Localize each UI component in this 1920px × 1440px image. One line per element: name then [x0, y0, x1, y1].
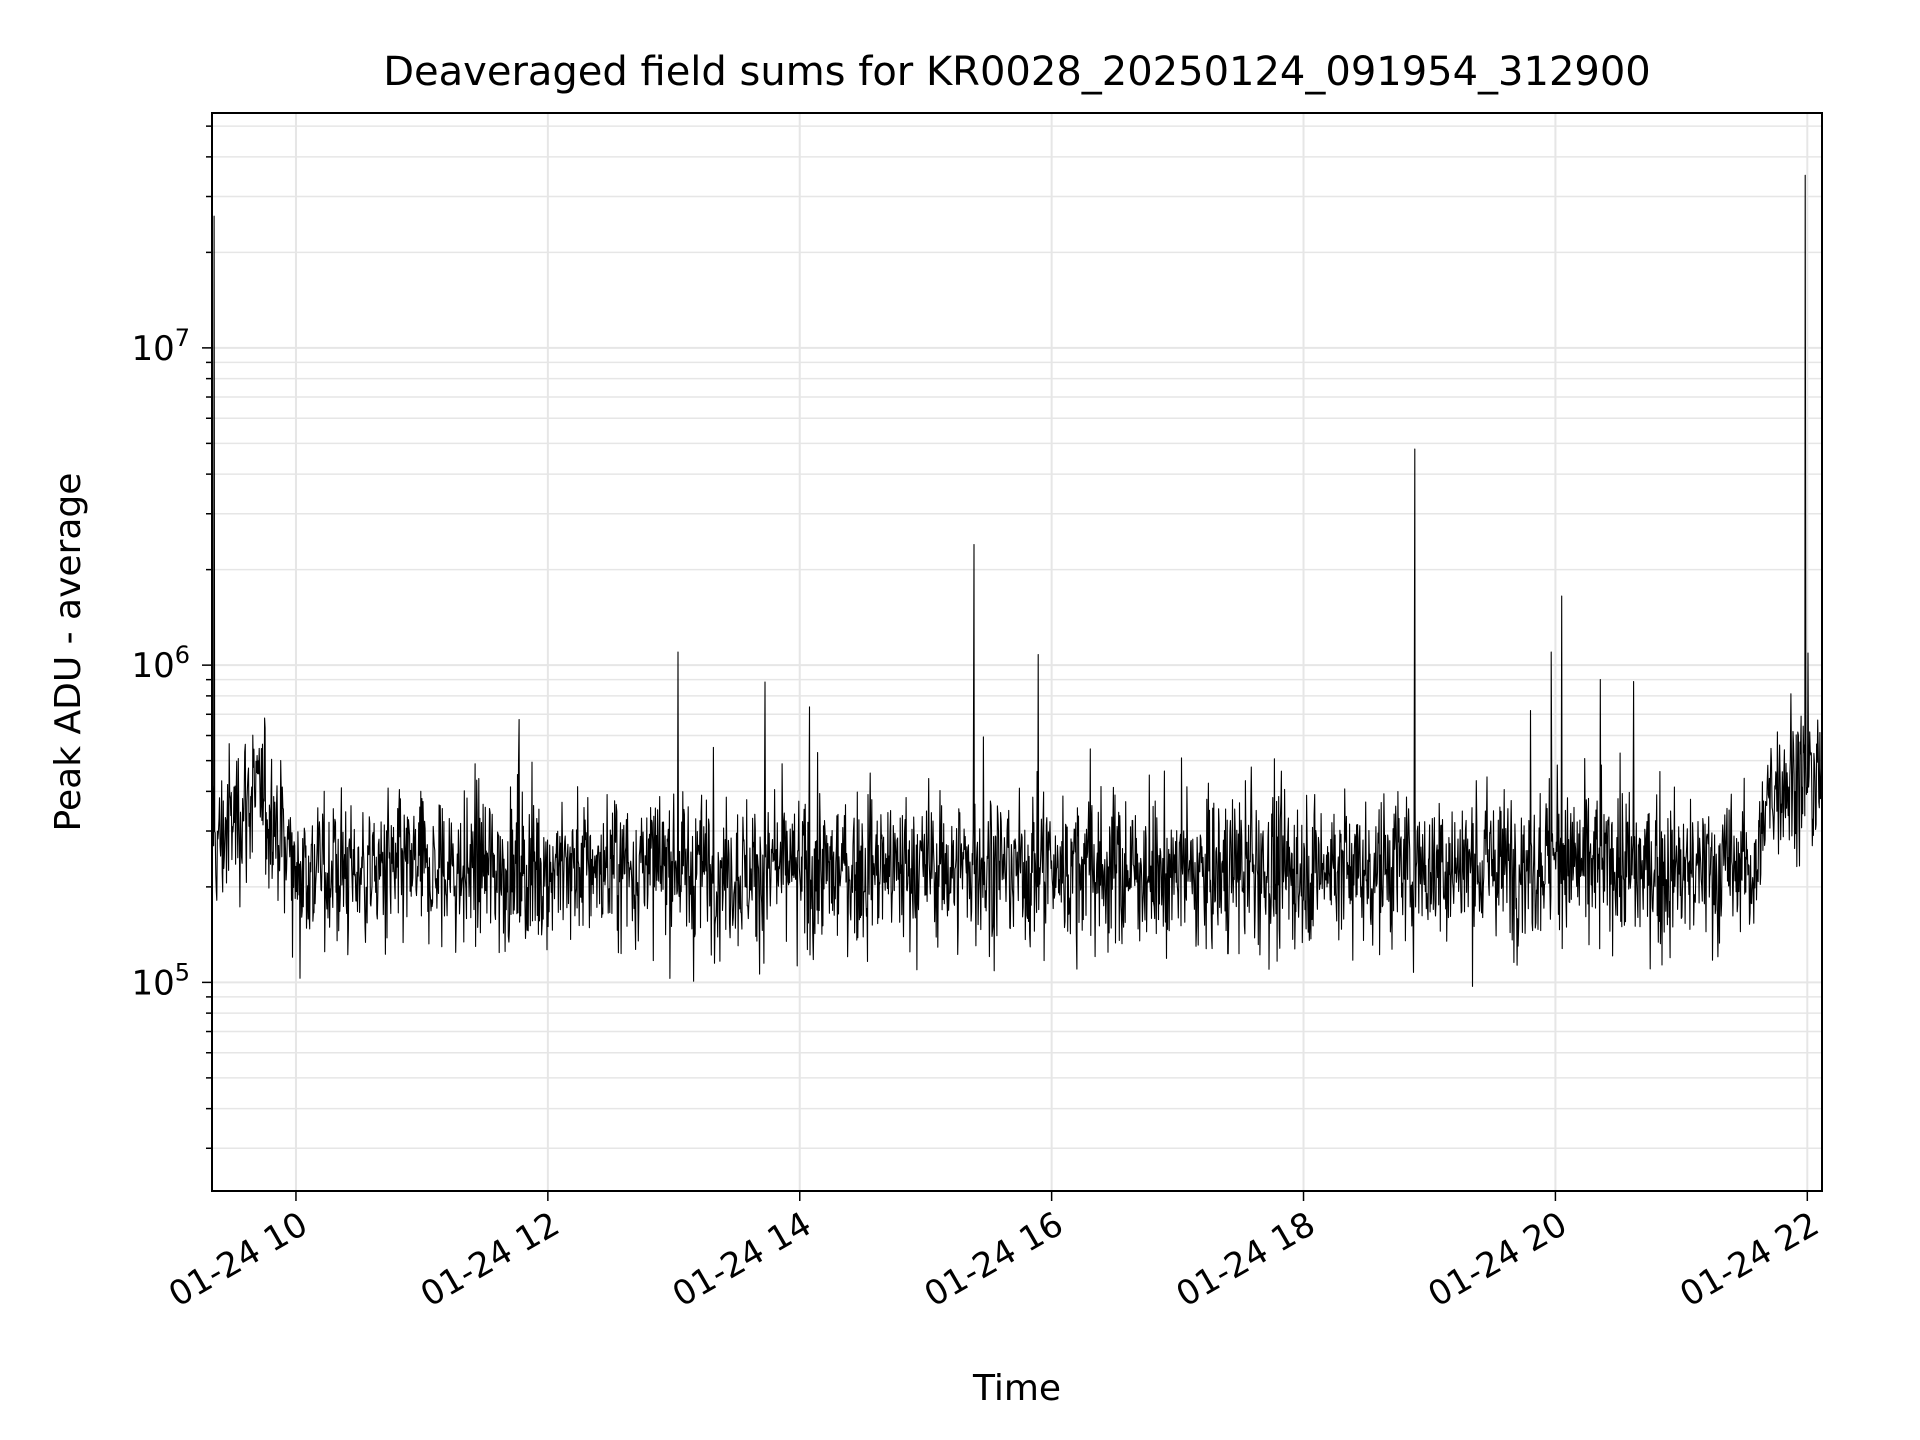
y-tick-label: 106 [131, 641, 190, 686]
y-tick-label: 105 [131, 958, 190, 1003]
chart-title: Deaveraged field sums for KR0028_2025012… [383, 49, 1651, 95]
series-line [211, 174, 1823, 987]
y-tick-label: 107 [131, 324, 190, 369]
y-axis-label: Peak ADU - average [48, 473, 89, 832]
series-line-group [211, 174, 1823, 987]
x-axis-label: Time [972, 1368, 1061, 1409]
plot-frame [211, 112, 1823, 1192]
